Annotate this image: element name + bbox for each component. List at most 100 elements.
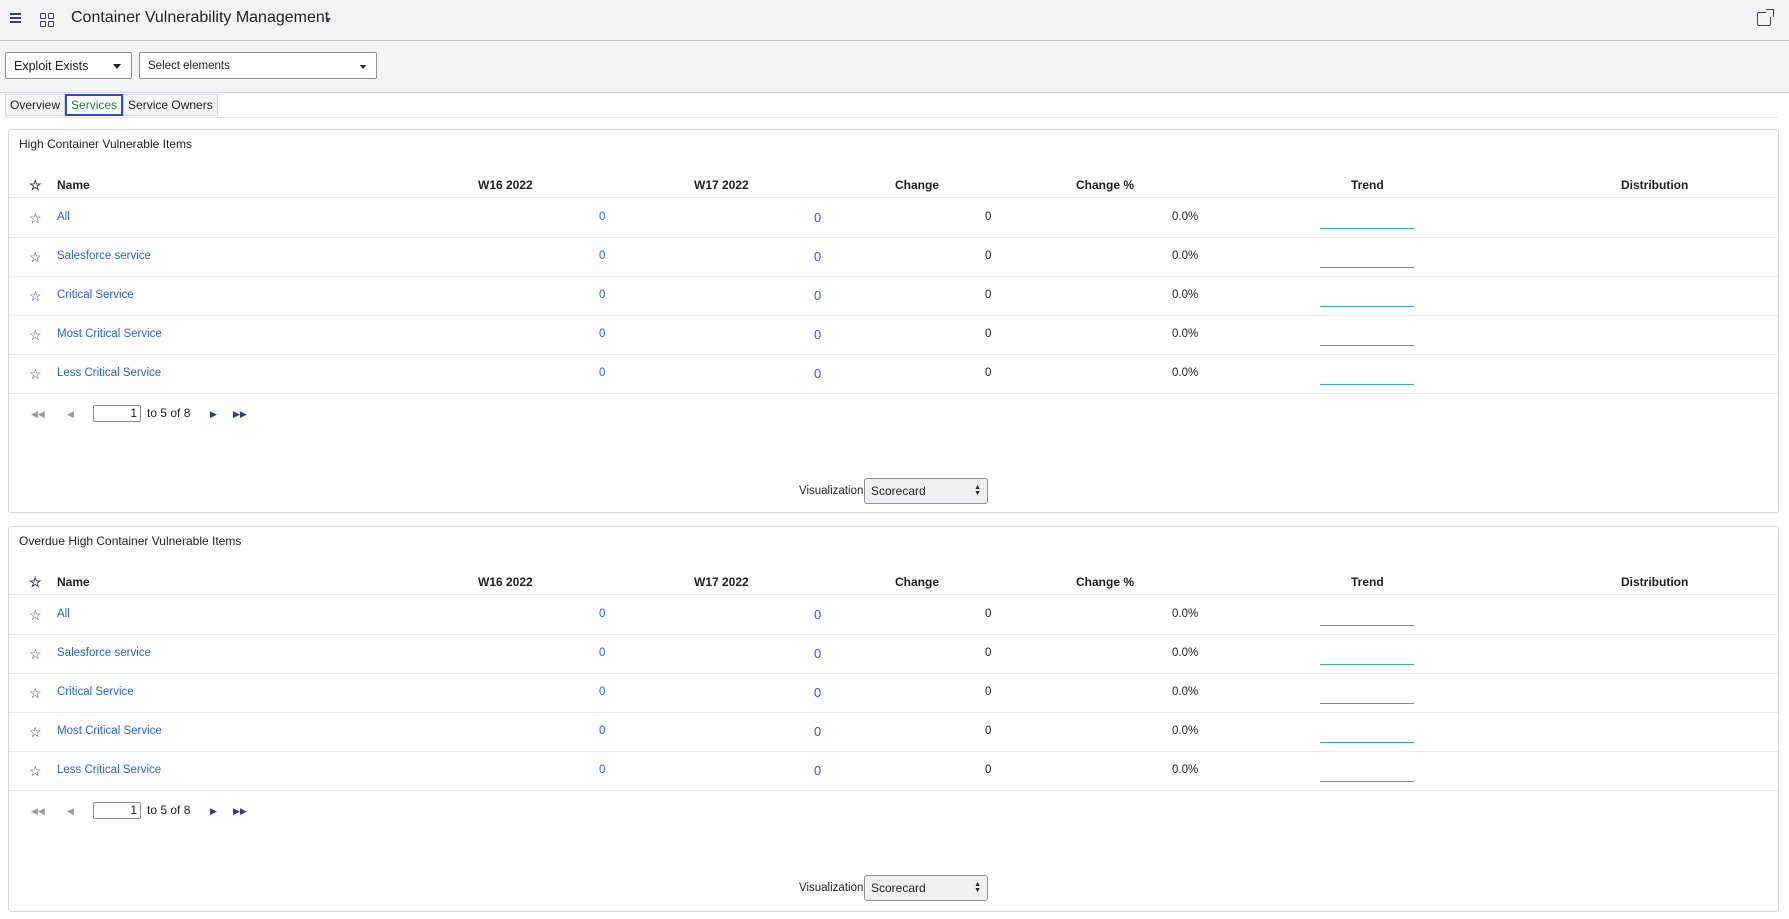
tab-service-owners[interactable]: Service Owners	[123, 94, 218, 116]
w16-value-link[interactable]: 0	[599, 211, 606, 223]
star-icon[interactable]: ☆	[29, 574, 42, 590]
grid-apps-icon[interactable]	[40, 13, 54, 27]
visualization-select[interactable]: Scorecard ▲ ▼	[864, 478, 988, 504]
trend-sparkline[interactable]	[1320, 664, 1414, 665]
change-value: 0	[985, 250, 992, 262]
next-page-icon[interactable]: ▶	[210, 409, 217, 419]
w17-value-link[interactable]: 0	[814, 210, 822, 225]
dashboard-title[interactable]: Container Vulnerability Management	[71, 9, 330, 26]
external-share-icon[interactable]	[1757, 9, 1774, 26]
change-value: 0	[985, 211, 992, 223]
w16-value-link[interactable]: 0	[599, 608, 606, 620]
exploit-filter-select[interactable]: Exploit Exists	[5, 52, 132, 79]
w17-value-link[interactable]: 0	[814, 327, 822, 342]
w17-value-link[interactable]: 0	[814, 685, 822, 700]
last-page-icon[interactable]: ▶▶	[233, 806, 247, 816]
trend-sparkline[interactable]	[1320, 228, 1414, 229]
filter-bar: Exploit Exists Select elements	[0, 41, 1789, 93]
change-value: 0	[985, 289, 992, 301]
col-name[interactable]: Name	[57, 178, 90, 192]
w17-value-link[interactable]: 0	[814, 646, 822, 661]
table-row: ☆ Less Critical Service 0 0 0 0.0%	[9, 355, 1778, 394]
star-icon[interactable]: ☆	[29, 607, 42, 623]
chevron-down-icon[interactable]	[325, 18, 331, 22]
trend-sparkline[interactable]	[1320, 345, 1414, 346]
service-name-link[interactable]: Less Critical Service	[57, 764, 162, 776]
trend-sparkline[interactable]	[1320, 625, 1414, 626]
star-icon[interactable]: ☆	[29, 327, 42, 343]
star-icon[interactable]: ☆	[29, 685, 42, 701]
page-input[interactable]: 1	[93, 405, 141, 422]
w16-value-link[interactable]: 0	[599, 250, 606, 262]
star-icon[interactable]: ☆	[29, 249, 42, 265]
w17-value-link[interactable]: 0	[814, 366, 822, 381]
col-w16[interactable]: W16 2022	[478, 178, 533, 192]
tab-services[interactable]: Services	[65, 94, 124, 116]
trend-sparkline[interactable]	[1320, 384, 1414, 385]
w17-value-link[interactable]: 0	[814, 607, 822, 622]
col-change[interactable]: Change	[895, 178, 940, 192]
w16-value-link[interactable]: 0	[599, 686, 606, 698]
panel-title: High Container Vulnerable Items	[19, 137, 192, 151]
star-icon[interactable]: ☆	[29, 366, 42, 382]
page-input[interactable]: 1	[93, 802, 141, 819]
col-change-pct[interactable]: Change %	[1076, 575, 1135, 589]
change-value: 0	[985, 686, 992, 698]
visualization-select[interactable]: Scorecard ▲ ▼	[864, 875, 988, 901]
w17-value-link[interactable]: 0	[814, 724, 822, 739]
change-pct-value: 0.0%	[1172, 647, 1199, 659]
elements-filter-select[interactable]: Select elements	[139, 52, 377, 79]
service-name-link[interactable]: Critical Service	[57, 686, 134, 698]
star-icon[interactable]: ☆	[29, 763, 42, 779]
trend-sparkline[interactable]	[1320, 306, 1414, 307]
change-pct-value: 0.0%	[1172, 289, 1199, 301]
service-name-link[interactable]: Salesforce service	[57, 250, 151, 262]
star-icon[interactable]: ☆	[29, 724, 42, 740]
service-name-link[interactable]: Critical Service	[57, 289, 134, 301]
col-w16[interactable]: W16 2022	[478, 575, 533, 589]
first-page-icon[interactable]: ◀◀	[31, 409, 45, 419]
pagination: ◀◀ ◀ 1 to 5 of 8 ▶ ▶▶	[9, 405, 1778, 425]
prev-page-icon[interactable]: ◀	[67, 806, 74, 816]
trend-sparkline[interactable]	[1320, 781, 1414, 782]
service-name-link[interactable]: All	[57, 608, 70, 620]
tab-overview[interactable]: Overview	[5, 94, 66, 116]
trend-sparkline[interactable]	[1320, 703, 1414, 704]
col-change-pct[interactable]: Change %	[1076, 178, 1135, 192]
col-w17[interactable]: W17 2022	[694, 575, 749, 589]
table-header: ☆ Name W16 2022 W17 2022 Change Change %…	[9, 174, 1778, 198]
hamburger-menu-icon[interactable]	[10, 13, 22, 27]
service-name-link[interactable]: All	[57, 211, 70, 223]
trend-sparkline[interactable]	[1320, 267, 1414, 268]
w17-value-link[interactable]: 0	[814, 288, 822, 303]
table-row: ☆ Most Critical Service 0 0 0 0.0%	[9, 316, 1778, 355]
col-w17[interactable]: W17 2022	[694, 178, 749, 192]
trend-sparkline[interactable]	[1320, 742, 1414, 743]
w16-value-link[interactable]: 0	[599, 647, 606, 659]
w17-value-link[interactable]: 0	[814, 763, 822, 778]
star-icon[interactable]: ☆	[29, 177, 42, 193]
prev-page-icon[interactable]: ◀	[67, 409, 74, 419]
star-icon[interactable]: ☆	[29, 288, 42, 304]
last-page-icon[interactable]: ▶▶	[233, 409, 247, 419]
star-icon[interactable]: ☆	[29, 210, 42, 226]
visualization-label: Visualization	[799, 485, 864, 497]
w16-value-link[interactable]: 0	[599, 764, 606, 776]
w16-value-link[interactable]: 0	[599, 328, 606, 340]
star-icon[interactable]: ☆	[29, 646, 42, 662]
service-name-link[interactable]: Less Critical Service	[57, 367, 162, 379]
w16-value-link[interactable]: 0	[599, 289, 606, 301]
service-name-link[interactable]: Most Critical Service	[57, 725, 162, 737]
chevron-down-icon	[113, 64, 121, 69]
first-page-icon[interactable]: ◀◀	[31, 806, 45, 816]
next-page-icon[interactable]: ▶	[210, 806, 217, 816]
service-name-link[interactable]: Most Critical Service	[57, 328, 162, 340]
w17-value-link[interactable]: 0	[814, 249, 822, 264]
w16-value-link[interactable]: 0	[599, 725, 606, 737]
exploit-filter-value: Exploit Exists	[14, 59, 89, 73]
change-value: 0	[985, 725, 992, 737]
service-name-link[interactable]: Salesforce service	[57, 647, 151, 659]
w16-value-link[interactable]: 0	[599, 367, 606, 379]
col-name[interactable]: Name	[57, 575, 90, 589]
col-change[interactable]: Change	[895, 575, 940, 589]
